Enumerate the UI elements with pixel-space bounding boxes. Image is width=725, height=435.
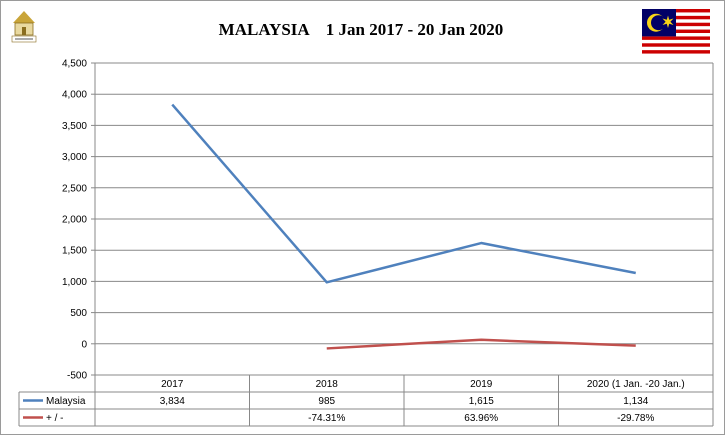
table-cell-value: 1,615 xyxy=(469,396,494,407)
table-cell-value: 985 xyxy=(318,396,335,407)
x-category-label: 2020 (1 Jan. -20 Jan.) xyxy=(587,379,685,390)
y-tick-label: 1,500 xyxy=(62,246,87,257)
x-category-label: 2018 xyxy=(316,379,339,390)
table-cell-value: 3,834 xyxy=(160,396,185,407)
legend-label: + / - xyxy=(46,413,64,424)
y-tick-label: 3,500 xyxy=(62,121,87,132)
y-tick-label: 2,500 xyxy=(62,183,87,194)
y-tick-label: 0 xyxy=(81,339,87,350)
y-tick-label: 4,500 xyxy=(62,59,87,70)
y-tick-label: 2,000 xyxy=(62,215,87,226)
y-tick-label: -500 xyxy=(67,371,87,382)
atta-logo-icon xyxy=(11,11,37,43)
series-line-change xyxy=(326,338,636,350)
table-cell-value: -29.78% xyxy=(617,413,654,424)
series-line-malaysia xyxy=(171,103,636,284)
chart-title: MALAYSIA 1 Jan 2017 - 20 Jan 2020 xyxy=(218,20,504,39)
x-category-label: 2017 xyxy=(161,379,184,390)
table-cell-value: -74.31% xyxy=(308,413,345,424)
x-category-label: 2019 xyxy=(470,379,493,390)
table-cell-value: 1,134 xyxy=(623,396,648,407)
y-tick-label: 4,000 xyxy=(62,90,87,101)
y-tick-label: 500 xyxy=(70,308,87,319)
y-tick-label: 3,000 xyxy=(62,152,87,163)
legend-label: Malaysia xyxy=(46,396,86,407)
table-cell-value: 63.96% xyxy=(464,413,498,424)
malaysia-flag-icon xyxy=(642,9,710,57)
y-tick-label: 1,000 xyxy=(62,277,87,288)
